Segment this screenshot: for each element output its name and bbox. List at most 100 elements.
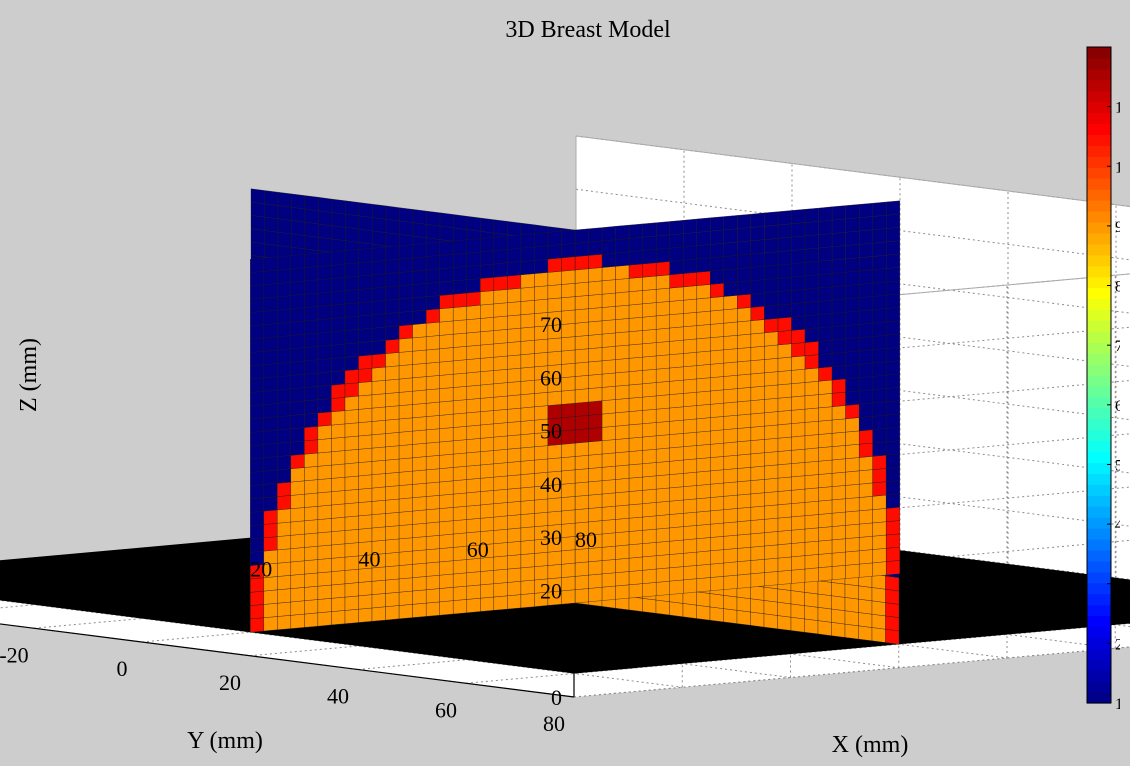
slice-cell: [412, 589, 427, 605]
slice-cell: [547, 231, 562, 246]
slice-cell: [669, 246, 684, 262]
slice-cell: [628, 356, 643, 372]
slice-cell: [371, 340, 386, 356]
slice-cell: [818, 526, 833, 542]
slice-cell: [426, 335, 440, 351]
slice-cell: [656, 447, 670, 463]
slice-cell: [750, 465, 765, 481]
slice-cell: [764, 464, 779, 480]
slice-cell: [520, 526, 535, 542]
slice-cell: [412, 222, 427, 238]
slice-cell: [642, 369, 657, 384]
slice-cell: [818, 259, 833, 275]
slice-cell: [872, 454, 887, 470]
slice-cell: [412, 269, 427, 285]
slice-cell: [764, 358, 779, 373]
slice-cell: [263, 523, 278, 538]
slice-cell: [453, 559, 467, 575]
slice-cell: [859, 549, 873, 565]
slice-cell: [601, 545, 616, 561]
slice-cell: [818, 553, 833, 568]
slice-cell: [358, 215, 373, 232]
slice-cell: [574, 308, 589, 324]
slice-cell: [656, 487, 670, 503]
slice-cell: [371, 473, 386, 489]
slice-cell: [507, 554, 522, 570]
slice-cell: [831, 391, 846, 407]
slice-cell: [669, 446, 684, 462]
slice-cell: [398, 444, 413, 460]
slice-cell: [412, 509, 427, 525]
slice-cell: [642, 289, 657, 304]
slice-cell: [331, 437, 346, 452]
slice-cell: [750, 266, 765, 281]
slice-cell: [466, 251, 481, 267]
slice-cell: [845, 270, 860, 286]
slice-cell: [601, 386, 616, 401]
slice-cell: [723, 348, 738, 364]
slice-cell: [277, 455, 291, 471]
slice-cell: [439, 467, 454, 483]
slice-cell: [588, 320, 603, 336]
slice-cell: [344, 515, 359, 531]
slice-cell: [358, 581, 373, 597]
slice-cell: [520, 300, 535, 315]
slice-cell: [331, 450, 346, 466]
slice-cell: [859, 269, 873, 285]
colorbar-tick-label: 1: [1115, 696, 1123, 713]
slice-cell: [872, 428, 887, 444]
slice-cell: [480, 370, 494, 386]
slice-cell: [818, 273, 833, 289]
slice-cell: [642, 542, 657, 558]
slice-cell: [453, 506, 467, 521]
slice-cell: [317, 464, 332, 480]
slice-cell: [696, 604, 711, 621]
slice-cell: [628, 410, 643, 426]
slice-cell: [696, 244, 711, 260]
slice-cell: [520, 433, 535, 449]
slice-cell: [737, 227, 752, 243]
slice-cell: [601, 452, 616, 468]
slice-cell: [480, 463, 494, 479]
slice-cell: [791, 568, 806, 584]
slice-cell: [344, 502, 359, 518]
slice-cell: [601, 559, 616, 575]
slice-cell: [453, 519, 467, 535]
slice-cell: [317, 371, 332, 387]
slice-cell: [601, 585, 616, 601]
slice-cell: [453, 439, 467, 455]
slice-cell: [601, 439, 616, 455]
slice-cell: [683, 418, 697, 434]
slice-cell: [615, 251, 630, 267]
slice-cell: [520, 366, 535, 382]
slice-cell: [426, 441, 440, 457]
slice-cell: [615, 584, 630, 600]
slice-cell: [250, 431, 264, 446]
slice-cell: [588, 387, 603, 403]
slice-cell: [331, 543, 346, 559]
slice-cell: [723, 281, 738, 297]
slice-cell: [669, 553, 684, 568]
slice-cell: [737, 573, 752, 589]
slice-cell: [615, 224, 630, 240]
slice-cell: [845, 204, 860, 220]
slice-cell: [642, 568, 657, 584]
slice-cell: [791, 249, 806, 264]
slice-cell: [317, 478, 332, 494]
slice-cell: [561, 416, 576, 432]
slice-cell: [574, 268, 589, 284]
slice-cell: [520, 513, 535, 529]
slice-cell: [547, 337, 562, 353]
slice-cell: [804, 554, 819, 570]
slice-cell: [777, 383, 792, 399]
slice-cell: [277, 535, 291, 551]
slice-cell: [263, 603, 278, 618]
slice-cell: [845, 390, 860, 406]
slice-cell: [683, 458, 697, 474]
slice-cell: [371, 300, 386, 316]
slice-cell: [723, 548, 738, 564]
slice-cell: [791, 422, 806, 438]
slice-cell: [385, 512, 400, 527]
slice-cell: [385, 272, 400, 288]
slice-cell: [615, 304, 630, 320]
